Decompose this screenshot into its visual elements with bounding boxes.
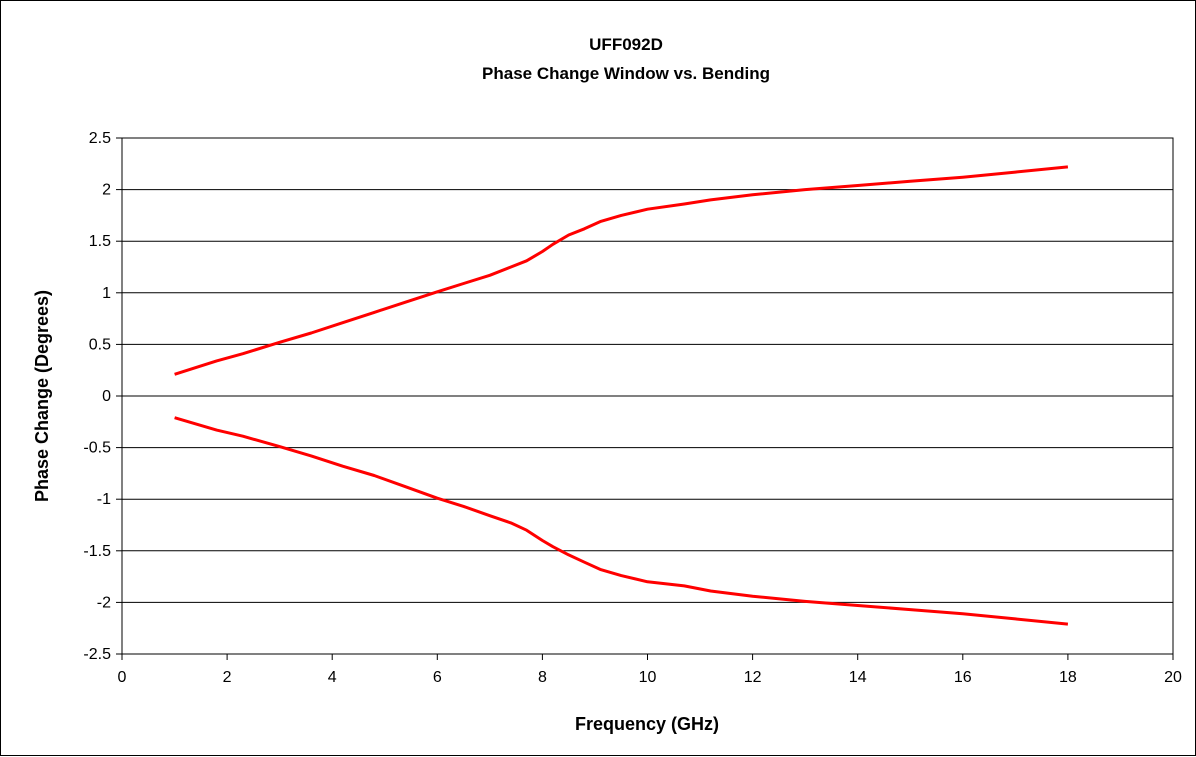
y-tick-label: 0 [102, 388, 111, 405]
y-tick-label: -1.5 [83, 543, 111, 560]
x-axis-ticks: 0 2 4 6 8 10 12 14 16 18 20 [118, 654, 1182, 686]
x-tick-label: 6 [433, 669, 442, 686]
x-tick-label: 14 [849, 669, 867, 686]
series-line-2 [174, 416, 1069, 626]
y-tick-label: -0.5 [83, 440, 111, 457]
gridlines [122, 137, 1173, 655]
y-tick-label: -2.5 [83, 646, 111, 663]
series-lines [174, 165, 1069, 626]
x-tick-label: 20 [1164, 669, 1182, 686]
series-line-1 [174, 165, 1069, 376]
x-tick-label: 8 [538, 669, 547, 686]
x-tick-label: 16 [954, 669, 972, 686]
x-tick-label: 4 [328, 669, 337, 686]
y-tick-label: 1.5 [89, 233, 111, 250]
y-tick-label: -2 [97, 594, 111, 611]
y-axis-title: Phase Change (Degrees) [32, 290, 52, 502]
y-axis-ticks: 2.5 2 1.5 1 0.5 0 -0.5 -1 -1.5 -2 -2.5 [83, 130, 122, 663]
x-axis-title: Frequency (GHz) [575, 714, 719, 734]
y-tick-label: 0.5 [89, 336, 111, 353]
chart-subtitle: Phase Change Window vs. Bending [482, 64, 770, 83]
y-tick-label: -1 [97, 491, 111, 508]
y-tick-label: 1 [102, 285, 111, 302]
x-tick-label: 0 [118, 669, 127, 686]
y-tick-label: 2.5 [89, 130, 111, 147]
y-tick-label: 2 [102, 182, 111, 199]
x-tick-label: 12 [744, 669, 762, 686]
chart-title: UFF092D [589, 35, 663, 54]
x-tick-label: 18 [1059, 669, 1077, 686]
x-tick-label: 2 [223, 669, 232, 686]
x-tick-label: 10 [639, 669, 657, 686]
